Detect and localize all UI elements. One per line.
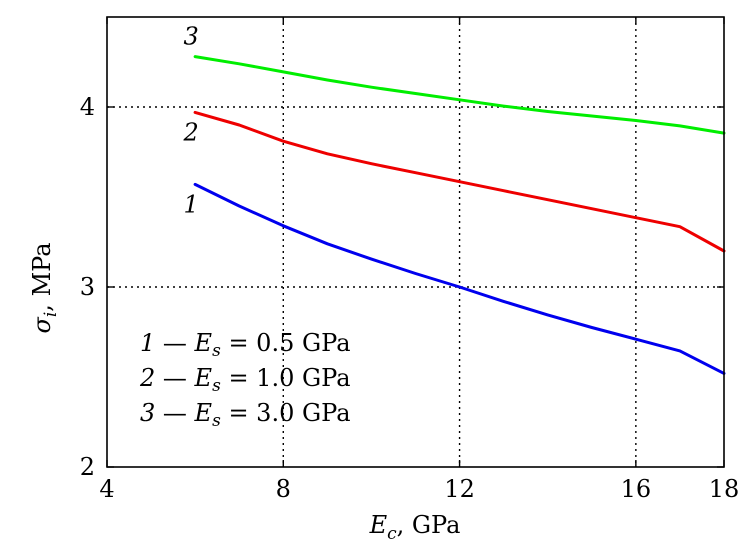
legend-entry-3-sym: E xyxy=(194,399,213,427)
legend-entry-3-rest: = 3.0 GPa xyxy=(221,399,351,427)
curve-label-1: 1 xyxy=(184,190,199,218)
curve-label-3: 3 xyxy=(184,23,199,51)
legend: 1 — Es = 0.5 GPa 2 — Es = 1.0 GPa 3 — Es… xyxy=(139,329,351,431)
x-axis-subscript: c xyxy=(387,524,397,544)
x-axis-label: Ec, GPa xyxy=(369,511,461,544)
legend-entry-3-sub: s xyxy=(212,411,221,431)
legend-entry-2-num: 2 xyxy=(139,364,155,392)
x-tick-label-16: 16 xyxy=(621,475,652,503)
x-tick-label-4: 4 xyxy=(99,475,114,503)
legend-entry-1-dash: — xyxy=(155,329,194,357)
legend-entry-1-num: 1 xyxy=(140,329,155,357)
series-layer xyxy=(193,55,726,375)
y-tick-label-4: 4 xyxy=(80,93,95,121)
legend-entry-2-dash: — xyxy=(155,364,194,392)
y-axis-label: σi, MPa xyxy=(28,242,61,333)
x-tick-label-18: 18 xyxy=(709,475,740,503)
x-axis-symbol: E xyxy=(369,511,388,539)
x-tick-label-12: 12 xyxy=(444,475,475,503)
series-line-1 xyxy=(193,182,726,375)
legend-entry-3: 3 — Es = 3.0 GPa xyxy=(140,399,351,431)
legend-entry-3-dash: — xyxy=(155,399,194,427)
legend-entry-1-sub: s xyxy=(212,341,221,361)
grid-layer xyxy=(107,17,724,467)
legend-entry-2-sub: s xyxy=(212,376,221,396)
y-tick-label-3: 3 xyxy=(80,273,95,301)
legend-entry-2: 2 — Es = 1.0 GPa xyxy=(139,364,351,396)
y-tick-label-2: 2 xyxy=(80,453,95,481)
legend-entry-1-sym: E xyxy=(194,329,213,357)
x-tick-label-8: 8 xyxy=(276,475,291,503)
y-axis-subscript: i xyxy=(41,312,61,317)
legend-entry-2-rest: = 1.0 GPa xyxy=(221,364,351,392)
legend-entry-2-sym: E xyxy=(194,364,213,392)
legend-entry-1-rest: = 0.5 GPa xyxy=(221,329,351,357)
y-axis-symbol: σ xyxy=(28,317,56,334)
series-line-3 xyxy=(193,55,726,135)
plot-frame xyxy=(106,16,725,468)
legend-entry-1: 1 — Es = 0.5 GPa xyxy=(140,329,351,361)
curve-label-2: 2 xyxy=(183,118,199,146)
curve-label-layer: 1 2 3 xyxy=(183,23,199,219)
legend-entry-3-num: 3 xyxy=(140,399,155,427)
series-line-2 xyxy=(193,110,726,253)
y-axis-unit: , MPa xyxy=(28,242,56,311)
x-axis-unit: , GPa xyxy=(397,511,461,539)
